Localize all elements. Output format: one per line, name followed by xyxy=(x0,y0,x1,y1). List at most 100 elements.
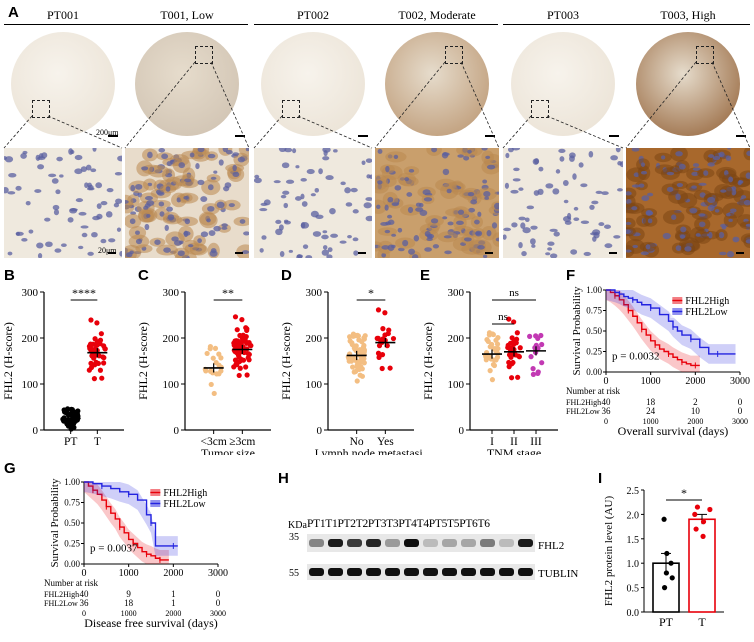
x-tick-label: 2000 xyxy=(163,568,183,579)
nucleus xyxy=(524,217,530,223)
nucleus xyxy=(467,149,472,154)
nucleus xyxy=(300,193,305,200)
nucleus xyxy=(689,207,698,214)
nucleus xyxy=(545,183,554,189)
chart-i-fhl2-protein-level: 0.0 0.5 1.0 1.5 2.0 2.5 FHL2 protein level (AU… xyxy=(603,486,724,629)
fhl2-band xyxy=(366,539,381,547)
nucleus xyxy=(718,231,725,239)
nucleus xyxy=(78,245,84,250)
nucleus xyxy=(738,180,744,184)
nucleus xyxy=(74,168,83,175)
nucleus xyxy=(197,148,205,153)
nucleus xyxy=(660,155,666,160)
nucleus xyxy=(534,158,540,165)
nucleus xyxy=(208,230,216,236)
x-tick-label: 1000 xyxy=(641,376,661,387)
nucleus xyxy=(207,205,215,212)
data-point xyxy=(71,424,77,431)
nucleus xyxy=(37,164,45,170)
nucleus xyxy=(666,171,675,176)
nucleus xyxy=(312,231,322,237)
zoom-connector xyxy=(502,115,624,149)
nucleus xyxy=(340,181,346,186)
nucleus xyxy=(746,150,750,157)
data-point xyxy=(207,346,213,352)
data-point xyxy=(390,335,397,342)
nucleus xyxy=(37,253,43,258)
data-point xyxy=(61,407,67,413)
y-tick-label: 1.00 xyxy=(586,285,602,295)
data-point xyxy=(354,378,360,384)
nucleus xyxy=(273,180,281,184)
nucleus xyxy=(518,242,523,249)
nucleus xyxy=(505,152,510,159)
data-point xyxy=(514,330,520,336)
panel-label-i: I xyxy=(598,470,603,487)
nucleus xyxy=(408,169,415,173)
data-point xyxy=(244,326,250,332)
data-point xyxy=(528,354,534,360)
data-point xyxy=(94,320,100,326)
data-point xyxy=(538,332,544,339)
fhl2-band xyxy=(309,539,324,547)
nucleus xyxy=(615,148,621,153)
cell-texture xyxy=(375,148,499,258)
risk-count: 18 xyxy=(124,598,134,608)
data-point xyxy=(101,360,107,366)
nucleus xyxy=(163,247,171,253)
x-axis-label: TNM stage xyxy=(487,446,541,455)
nucleus xyxy=(530,225,538,230)
nucleus xyxy=(278,224,284,231)
nucleus xyxy=(631,148,640,152)
data-point xyxy=(516,353,522,359)
nucleus xyxy=(402,239,409,247)
nucleus xyxy=(167,214,175,221)
fhl2-band xyxy=(404,539,419,547)
nucleus xyxy=(573,206,579,211)
nucleus xyxy=(179,240,184,245)
data-point xyxy=(382,310,388,316)
panel-label-h: H xyxy=(278,470,289,487)
nucleus xyxy=(675,151,683,157)
nucleus xyxy=(457,209,465,215)
nucleus xyxy=(189,152,195,158)
nucleus xyxy=(680,226,687,233)
nucleus xyxy=(327,247,333,253)
x-tick-label: 2000 xyxy=(685,376,705,387)
nucleus xyxy=(415,207,424,212)
tumor-tissue-core xyxy=(135,32,239,136)
nucleus xyxy=(239,219,246,224)
paratumor-tissue-core xyxy=(11,32,115,136)
y-tick-label: 300 xyxy=(22,287,39,299)
nucleus xyxy=(8,173,17,178)
nucleus xyxy=(95,182,103,189)
nucleus xyxy=(245,148,249,152)
data-point xyxy=(661,516,667,522)
nucleus xyxy=(147,151,153,159)
magnified-field xyxy=(626,148,750,258)
nucleus xyxy=(743,199,750,206)
fhl2-band xyxy=(461,539,476,547)
nucleus xyxy=(707,204,715,212)
nucleus xyxy=(7,191,16,195)
nucleus xyxy=(326,254,333,258)
nucleus xyxy=(547,247,553,251)
zoom-connector xyxy=(124,61,250,149)
nucleus xyxy=(310,193,316,197)
nucleus xyxy=(288,249,294,253)
nucleus xyxy=(610,155,618,161)
y-tick-label: 200 xyxy=(163,333,180,345)
nucleus xyxy=(483,191,491,198)
nucleus xyxy=(48,173,57,178)
data-point xyxy=(511,319,517,325)
nucleus xyxy=(549,228,558,232)
nucleus xyxy=(51,178,59,184)
nucleus xyxy=(695,233,701,237)
nucleus xyxy=(183,195,189,200)
data-point xyxy=(539,360,545,366)
fhl2-band xyxy=(499,539,514,547)
data-point xyxy=(535,369,541,375)
data-point xyxy=(669,575,675,581)
nucleus xyxy=(580,183,588,188)
nucleus xyxy=(486,164,496,170)
